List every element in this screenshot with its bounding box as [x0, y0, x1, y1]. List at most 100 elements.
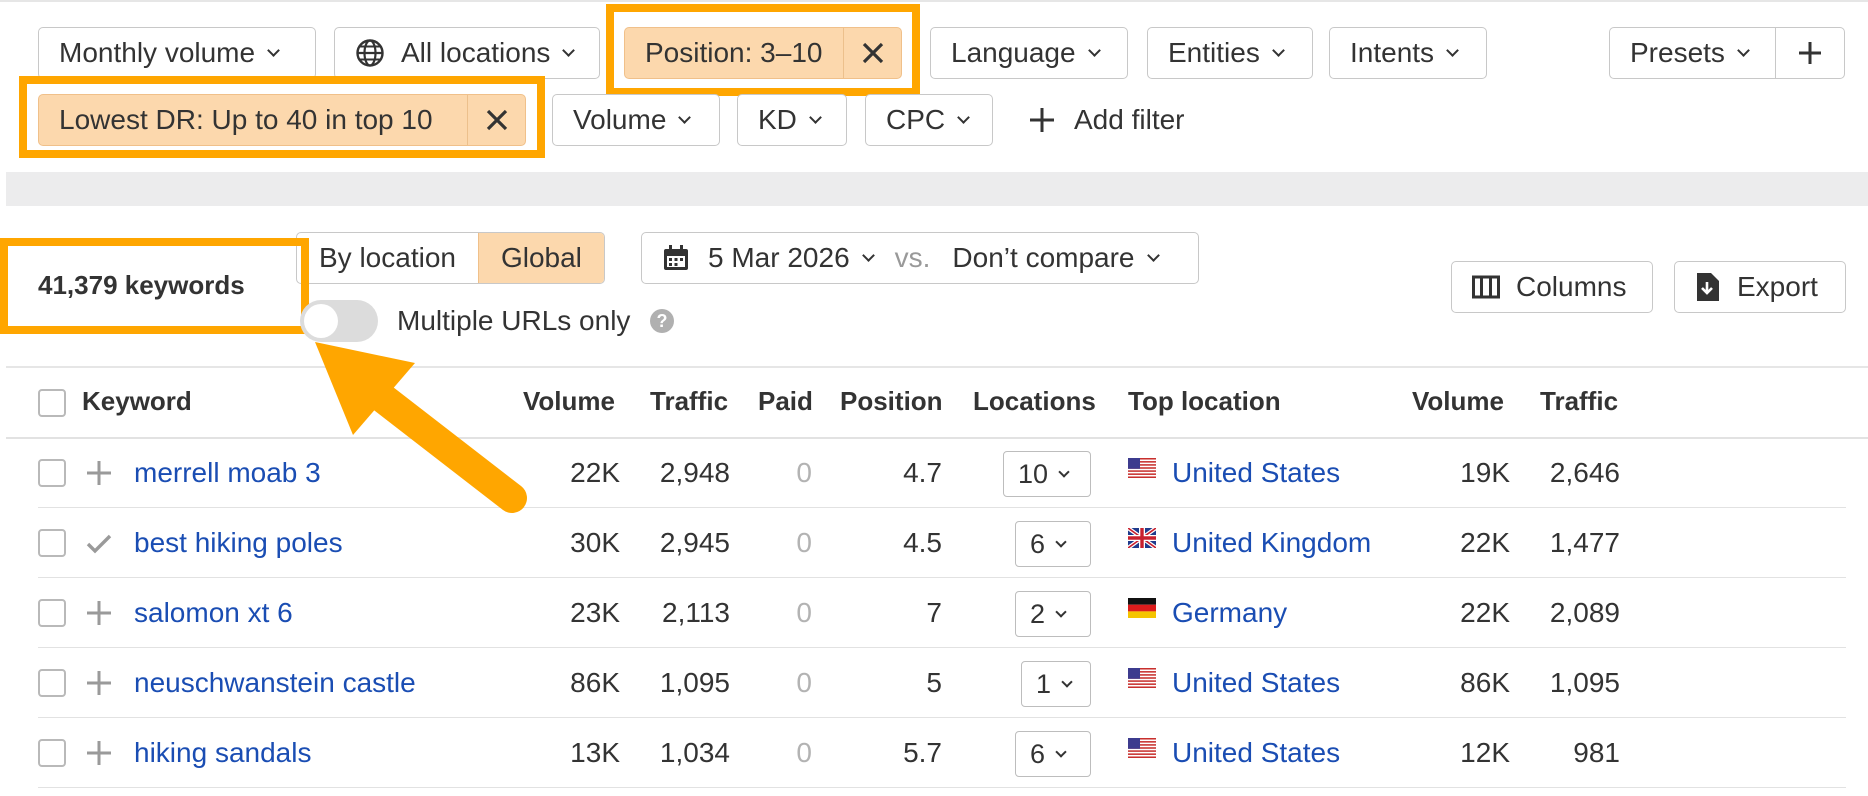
- location-volume-cell: 19K: [1460, 457, 1510, 488]
- row-checkbox[interactable]: [38, 459, 66, 487]
- position-filter-highlight: [606, 4, 920, 96]
- multiple-urls-toggle[interactable]: [300, 300, 378, 342]
- keyword-link[interactable]: merrell moab 3: [134, 457, 321, 488]
- lowest-dr-label: Lowest DR: Up to 40 in top 10: [59, 104, 433, 135]
- paid-cell: 0: [796, 527, 812, 558]
- locations-dropdown[interactable]: 6: [1015, 521, 1091, 567]
- header-volume[interactable]: Volume: [523, 386, 615, 416]
- columns-button[interactable]: Columns: [1451, 261, 1653, 313]
- close-icon: [486, 109, 507, 131]
- add-preset-button[interactable]: [1775, 27, 1845, 79]
- top-location-link[interactable]: United States: [1172, 457, 1341, 488]
- remove-lowest-dr-filter-button[interactable]: [467, 95, 525, 145]
- header-paid[interactable]: Paid: [758, 386, 813, 416]
- chevron-down-icon: [1055, 535, 1067, 548]
- keyword-link[interactable]: hiking sandals: [134, 737, 312, 768]
- chevron-down-icon: [1087, 43, 1101, 57]
- row-divider: [38, 506, 1846, 508]
- language-filter[interactable]: Language: [930, 27, 1128, 79]
- location-traffic-cell: 1,477: [1549, 527, 1620, 558]
- header-position[interactable]: Position: [840, 386, 943, 416]
- cpc-filter[interactable]: CPC: [865, 94, 993, 146]
- date-compare-selector[interactable]: 5 Mar 2026 vs. Don’t compare: [641, 232, 1199, 284]
- location-volume-cell: 22K: [1460, 527, 1510, 558]
- lowest-dr-filter[interactable]: Lowest DR: Up to 40 in top 10: [38, 94, 526, 146]
- remove-position-filter-button[interactable]: [843, 28, 901, 78]
- intents-filter[interactable]: Intents: [1329, 27, 1487, 79]
- presets-dropdown[interactable]: Presets: [1609, 27, 1777, 79]
- traffic-cell: 2,945: [659, 527, 730, 558]
- select-all-checkbox[interactable]: [38, 389, 66, 417]
- add-keyword-plus-icon[interactable]: [86, 740, 112, 766]
- location-traffic-cell: 1,095: [1549, 667, 1620, 698]
- presets-label: Presets: [1630, 37, 1725, 68]
- locations-dropdown[interactable]: 2: [1015, 591, 1091, 637]
- location-mode-toggle[interactable]: By location Global: [296, 232, 605, 284]
- plus-icon: [1799, 42, 1821, 64]
- keyword-link[interactable]: neuschwanstein castle: [134, 667, 416, 698]
- entities-filter[interactable]: Entities: [1147, 27, 1313, 79]
- chevron-down-icon: [1446, 43, 1459, 57]
- all-locations-filter[interactable]: All locations: [334, 27, 600, 79]
- header-top-location[interactable]: Top location: [1128, 386, 1281, 416]
- volume-filter-label: Volume: [573, 104, 667, 135]
- top-location-link[interactable]: United States: [1172, 737, 1341, 768]
- keyword-link[interactable]: best hiking poles: [134, 527, 343, 558]
- export-button[interactable]: Export: [1674, 261, 1846, 313]
- row-checkbox[interactable]: [38, 529, 66, 557]
- keyword-count: 41,379 keywords: [38, 270, 245, 300]
- row-checkbox[interactable]: [38, 599, 66, 627]
- keyword-count-highlight: [0, 238, 309, 334]
- by-location-tab[interactable]: By location: [319, 242, 456, 273]
- top-location-link[interactable]: United Kingdom: [1172, 527, 1372, 558]
- kd-filter[interactable]: KD: [737, 94, 847, 146]
- volume-filter[interactable]: Volume: [552, 94, 720, 146]
- header-locations[interactable]: Locations: [973, 386, 1096, 416]
- location-volume-cell: 86K: [1460, 667, 1510, 698]
- chevron-down-icon: [1055, 745, 1067, 758]
- header-location-traffic[interactable]: Traffic: [1540, 386, 1619, 416]
- all-locations-label: All locations: [401, 37, 551, 68]
- locations-dropdown[interactable]: 6: [1015, 731, 1091, 777]
- chevron-down-icon: [1055, 605, 1067, 618]
- header-keyword[interactable]: Keyword: [82, 386, 192, 416]
- position-cell: 5: [926, 667, 942, 698]
- global-tab[interactable]: Global: [477, 233, 604, 283]
- volume-cell: 23K: [570, 597, 620, 628]
- language-label: Language: [951, 37, 1076, 68]
- position-filter[interactable]: Position: 3–10: [624, 27, 902, 79]
- top-location-link[interactable]: Germany: [1172, 597, 1288, 628]
- chevron-down-icon: [562, 43, 576, 57]
- add-keyword-plus-icon[interactable]: [86, 460, 112, 486]
- chevron-down-icon: [267, 43, 280, 57]
- location-traffic-cell: 2,089: [1549, 597, 1620, 628]
- add-keyword-plus-icon[interactable]: [86, 670, 112, 696]
- header-location-volume[interactable]: Volume: [1412, 386, 1504, 416]
- position-cell: 5.7: [903, 737, 942, 768]
- locations-count: 6: [1030, 738, 1046, 769]
- date-label: 5 Mar 2026: [708, 242, 850, 273]
- add-keyword-plus-icon[interactable]: [86, 600, 112, 626]
- lowest-dr-filter-highlight: [19, 76, 545, 158]
- us-flag-icon: [1128, 738, 1156, 758]
- locations-dropdown[interactable]: 1: [1021, 661, 1091, 707]
- traffic-cell: 1,034: [659, 737, 730, 768]
- keyword-link[interactable]: salomon xt 6: [134, 597, 293, 628]
- monthly-volume-filter[interactable]: Monthly volume: [38, 27, 316, 79]
- row-checkbox[interactable]: [38, 669, 66, 697]
- top-location-link[interactable]: United States: [1172, 667, 1341, 698]
- locations-dropdown[interactable]: 10: [1003, 451, 1091, 497]
- section-separator: [6, 172, 1868, 206]
- paid-cell: 0: [796, 737, 812, 768]
- paid-cell: 0: [796, 597, 812, 628]
- help-icon[interactable]: ?: [650, 309, 674, 333]
- check-icon[interactable]: [86, 533, 112, 555]
- add-filter-button[interactable]: Add filter: [1028, 94, 1185, 146]
- header-traffic[interactable]: Traffic: [650, 386, 729, 416]
- columns-icon: [1472, 275, 1500, 299]
- position-cell: 4.7: [903, 457, 942, 488]
- compare-label: Don’t compare: [952, 242, 1135, 273]
- traffic-cell: 2,948: [659, 457, 730, 488]
- row-checkbox[interactable]: [38, 739, 66, 767]
- cpc-filter-label: CPC: [886, 104, 946, 135]
